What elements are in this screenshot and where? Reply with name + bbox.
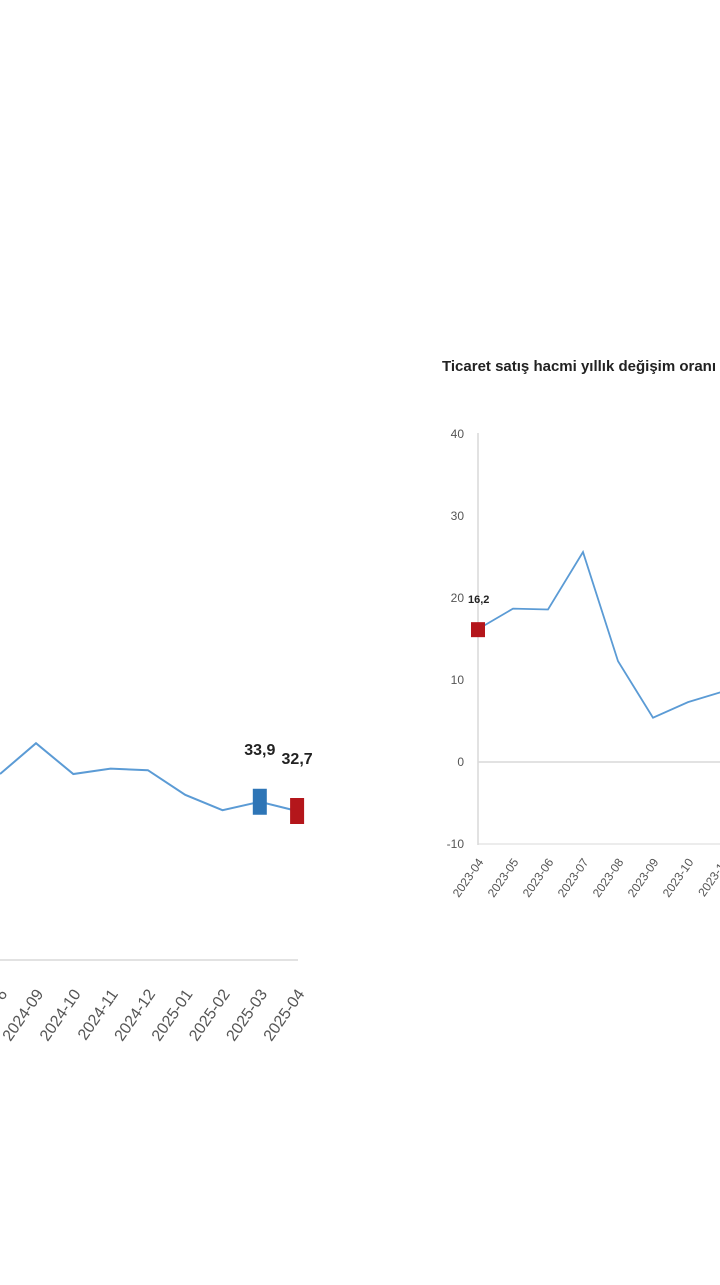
right-y-tick-10: 10 <box>451 673 465 687</box>
right-x-tick-2023-07: 2023-07 <box>555 855 592 899</box>
right-x-tick-2023-08: 2023-08 <box>590 855 627 899</box>
right-x-tick-2023-06: 2023-06 <box>520 855 557 899</box>
left-point-marker-2025-03 <box>252 788 267 815</box>
right-x-tick-2023-04: 2023-04 <box>450 855 487 899</box>
chart-title-right: Ticaret satış hacmi yıllık değişim oranı… <box>442 358 720 375</box>
right-x-tick-2023-11: 2023-11 <box>695 855 720 899</box>
left-data-label-2025-04: 32,7 <box>282 751 313 768</box>
right-x-tick-2023-09: 2023-09 <box>625 855 662 899</box>
right-point-marker-2023-04 <box>471 622 485 638</box>
right-y-tick--10: -10 <box>447 837 465 851</box>
left-data-label-2025-03: 33,9 <box>244 742 275 759</box>
right-data-label-2023-04: 16,2 <box>468 594 489 606</box>
right-series-line <box>477 549 720 719</box>
left-point-marker-2025-04 <box>290 798 305 824</box>
right-x-tick-2023-10: 2023-10 <box>660 855 697 899</box>
right-y-tick-20: 20 <box>451 591 465 605</box>
left-series-line <box>0 741 298 812</box>
right-y-tick-0: 0 <box>457 755 464 769</box>
right-x-tick-2023-05: 2023-05 <box>485 855 522 899</box>
left-x-tick-partial: 6 <box>0 986 11 1003</box>
right-y-tick-40: 40 <box>451 427 465 441</box>
right-y-tick-30: 30 <box>451 509 465 523</box>
